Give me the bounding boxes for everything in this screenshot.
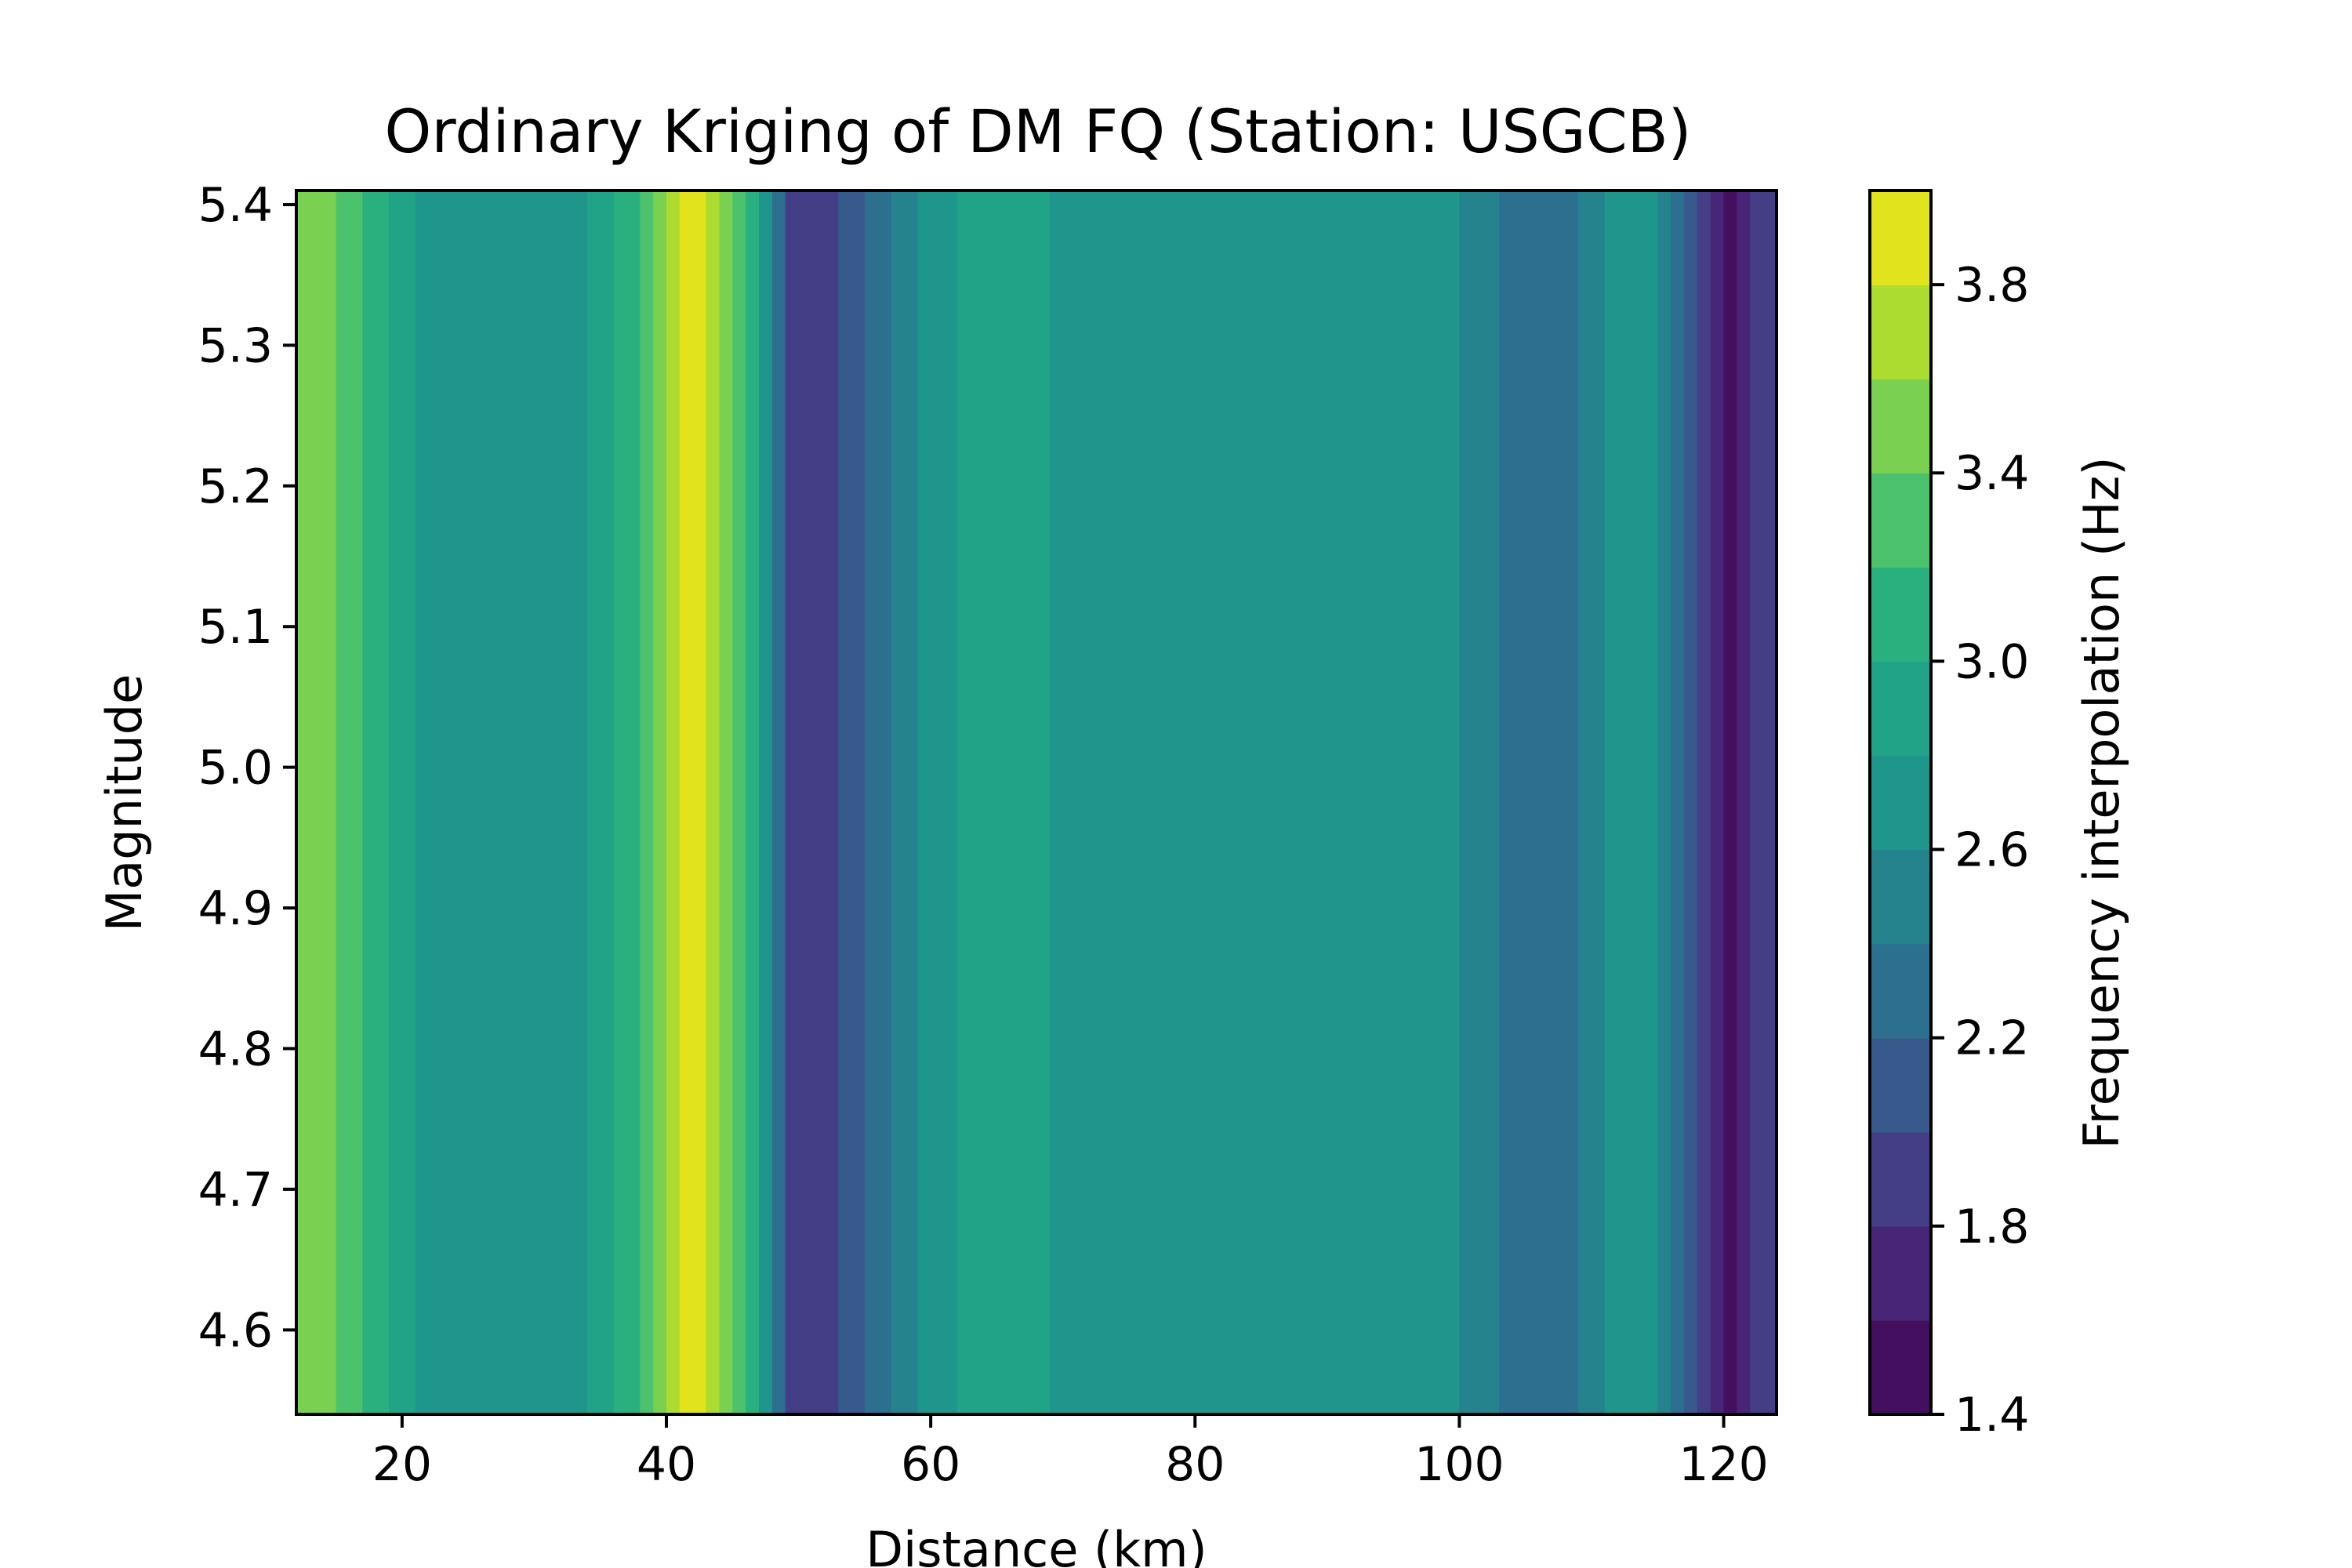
contour-band bbox=[1049, 191, 1461, 1414]
x-tick-label: 100 bbox=[1414, 1437, 1504, 1492]
y-tick-label: 5.4 bbox=[198, 178, 273, 233]
y-tick-label: 5.2 bbox=[198, 459, 273, 514]
colorbar-segment bbox=[1870, 1319, 1931, 1415]
y-axis-ticks: 4.6 4.7 4.8 4.9 5.0 5.1 5.2 5.3 5.4 bbox=[198, 178, 296, 1358]
colorbar-segment bbox=[1870, 473, 1931, 568]
y-tick-label: 4.6 bbox=[198, 1303, 273, 1358]
colorbar-tick-label: 2.6 bbox=[1955, 823, 2029, 878]
contour-band bbox=[1710, 191, 1725, 1414]
contour-band bbox=[1750, 191, 1777, 1414]
colorbar-frame bbox=[1868, 189, 1933, 1416]
contour-band bbox=[956, 191, 1051, 1414]
contour-band bbox=[586, 191, 615, 1414]
plot-frame bbox=[295, 189, 1778, 1416]
x-axis-ticks: 20 40 60 80 100 120 bbox=[372, 1414, 1769, 1492]
y-tick-label: 5.0 bbox=[198, 741, 273, 796]
colorbar-tick-label: 1.4 bbox=[1955, 1388, 2029, 1443]
colorbar-segment bbox=[1870, 661, 1931, 757]
contour-band bbox=[917, 191, 958, 1414]
contour-band bbox=[362, 191, 390, 1414]
contour-band bbox=[732, 191, 746, 1414]
y-tick-label: 5.1 bbox=[198, 600, 273, 655]
contour-band bbox=[1684, 191, 1698, 1414]
contour-band bbox=[719, 191, 734, 1414]
contour-band bbox=[1604, 191, 1659, 1414]
contour-band bbox=[666, 191, 681, 1414]
contour-band bbox=[864, 191, 892, 1414]
x-tick-label: 40 bbox=[637, 1437, 696, 1492]
colorbar-label: Frequency interpolation (Hz) bbox=[2073, 457, 2130, 1149]
colorbar-segment bbox=[1870, 1131, 1931, 1227]
colorbar-tick-label: 1.8 bbox=[1955, 1200, 2029, 1254]
contour-band bbox=[653, 191, 667, 1414]
contour-band bbox=[1499, 191, 1579, 1414]
y-axis-label: Magnitude bbox=[96, 674, 153, 931]
contour-band bbox=[1671, 191, 1685, 1414]
contour-band bbox=[838, 191, 866, 1414]
colorbar-segment bbox=[1870, 849, 1931, 945]
x-tick-label: 80 bbox=[1165, 1437, 1225, 1492]
contour-band bbox=[336, 191, 364, 1414]
colorbar-tick-label: 2.2 bbox=[1955, 1011, 2029, 1066]
y-tick-label: 4.7 bbox=[198, 1163, 273, 1218]
contour-band bbox=[389, 191, 416, 1414]
contour-band bbox=[1459, 191, 1500, 1414]
contour-band bbox=[296, 191, 337, 1414]
contour-band bbox=[891, 191, 919, 1414]
contour-band bbox=[1723, 191, 1738, 1414]
contour-band bbox=[613, 191, 641, 1414]
colorbar-ticks: 1.4 1.8 2.2 2.6 3.0 3.4 3.8 bbox=[1931, 258, 2029, 1443]
colorbar-segment bbox=[1870, 943, 1931, 1039]
contour-band bbox=[1578, 191, 1606, 1414]
y-tick-label: 5.3 bbox=[198, 318, 273, 373]
contour-band bbox=[759, 191, 773, 1414]
contour-band bbox=[1657, 191, 1671, 1414]
x-tick-label: 20 bbox=[372, 1437, 432, 1492]
contour-band bbox=[415, 191, 588, 1414]
contour-band bbox=[679, 191, 707, 1414]
contour-band bbox=[706, 191, 720, 1414]
colorbar-segment bbox=[1870, 1037, 1931, 1133]
x-tick-label: 60 bbox=[901, 1437, 960, 1492]
x-axis-label: Distance (km) bbox=[866, 1521, 1207, 1568]
colorbar-segment bbox=[1870, 567, 1931, 662]
contour-band bbox=[1697, 191, 1711, 1414]
colorbar bbox=[1868, 189, 1933, 1416]
y-tick-label: 4.8 bbox=[198, 1022, 273, 1076]
colorbar-tick-label: 3.0 bbox=[1955, 634, 2029, 689]
chart-title: Ordinary Kriging of DM FQ (Station: USGC… bbox=[385, 96, 1692, 166]
y-tick-label: 4.9 bbox=[198, 881, 273, 936]
contour-band bbox=[746, 191, 760, 1414]
colorbar-segment bbox=[1870, 191, 1931, 285]
x-tick-label: 120 bbox=[1679, 1437, 1769, 1492]
colorbar-segment bbox=[1870, 755, 1931, 851]
contour-bands bbox=[296, 191, 1777, 1414]
colorbar-segment bbox=[1870, 285, 1931, 379]
contour-band bbox=[785, 191, 839, 1414]
colorbar-segment bbox=[1870, 1225, 1931, 1321]
colorbar-tick-label: 3.8 bbox=[1955, 258, 2029, 313]
contour-band bbox=[640, 191, 654, 1414]
colorbar-tick-label: 3.4 bbox=[1955, 446, 2029, 501]
colorbar-segment bbox=[1870, 379, 1931, 474]
contour-band bbox=[771, 191, 786, 1414]
contour-band bbox=[1737, 191, 1751, 1414]
